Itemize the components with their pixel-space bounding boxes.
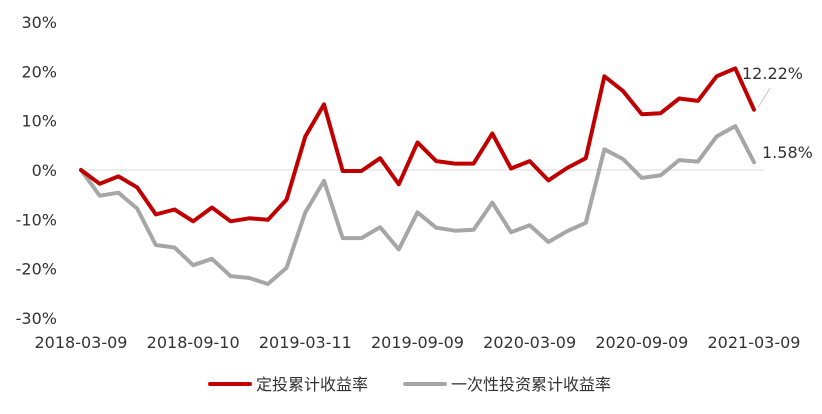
y-tick-label: -30% <box>16 309 57 328</box>
x-tick-label: 2019-09-09 <box>371 333 464 352</box>
plot-area <box>79 66 756 286</box>
y-tick-label: -10% <box>16 210 57 229</box>
x-tick-label: 2019-03-11 <box>259 333 352 352</box>
legend-label-0: 定投累计收益率 <box>256 375 368 394</box>
y-tick-label: 30% <box>21 13 57 32</box>
end-label-leader <box>757 87 771 108</box>
legend: 定投累计收益率 一次性投资累计收益率 <box>208 375 611 394</box>
x-axis: 2018-03-09 2018-09-10 2019-03-11 2019-09-09… <box>35 333 801 352</box>
series-line-1 <box>79 124 756 286</box>
x-tick-label: 2018-03-09 <box>35 333 128 352</box>
legend-label-1: 一次性投资累计收益率 <box>451 375 611 394</box>
y-axis: 30% 20% 10% 0% -10% -20% -30% <box>16 13 57 328</box>
x-tick-label: 2018-09-10 <box>147 333 240 352</box>
x-tick-label: 2020-03-09 <box>483 333 576 352</box>
y-tick-label: -20% <box>16 260 57 279</box>
x-tick-label: 2021-03-09 <box>708 333 801 352</box>
y-tick-label: 0% <box>32 161 57 180</box>
y-tick-label: 10% <box>21 112 57 131</box>
series-line-0 <box>79 66 756 224</box>
end-label-series-1: 1.58% <box>762 143 813 162</box>
end-label-series-0: 12.22% <box>742 64 803 83</box>
x-tick-label: 2020-09-09 <box>595 333 688 352</box>
y-tick-label: 20% <box>21 62 57 81</box>
end-labels: 12.22% 1.58% <box>742 64 813 162</box>
